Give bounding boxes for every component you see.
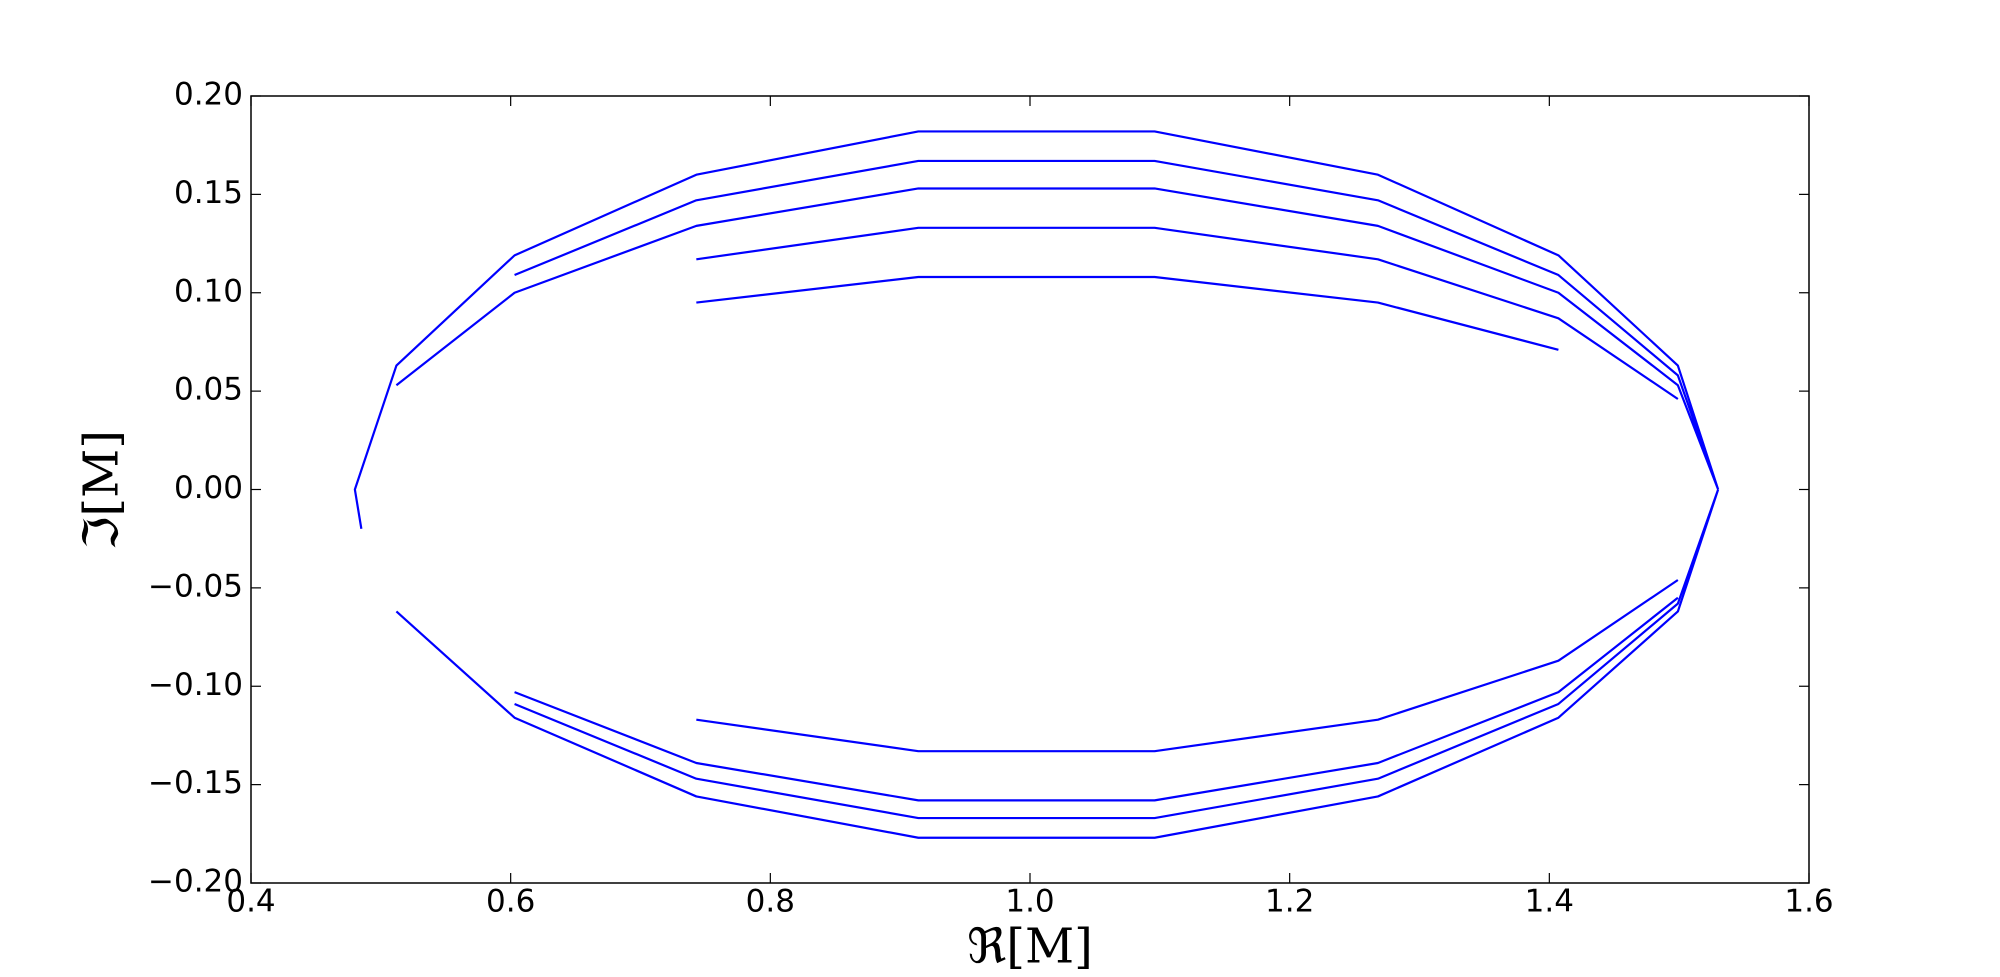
- y-tick-label: −0.10: [148, 667, 243, 703]
- x-axis-label: ℜ[M]: [967, 919, 1093, 975]
- x-tick-label: 0.4: [226, 884, 275, 920]
- y-tick-label: 0.05: [174, 372, 243, 408]
- x-tick-label: 1.0: [1005, 884, 1054, 920]
- y-tick-label: −0.15: [148, 765, 243, 801]
- y-tick-label: 0.20: [174, 77, 243, 113]
- x-tick-label: 0.8: [746, 884, 795, 920]
- plot-frame: [250, 95, 1810, 884]
- y-tick-label: 0.10: [174, 273, 243, 309]
- y-tick-label: −0.05: [148, 568, 243, 604]
- y-axis-label: ℑ[M]: [74, 430, 130, 550]
- y-tick-label: −0.20: [148, 864, 243, 900]
- x-tick-label: 0.6: [486, 884, 535, 920]
- y-tick-label: 0.15: [174, 175, 243, 211]
- x-tick-label: 1.4: [1525, 884, 1574, 920]
- x-tick-label: 1.2: [1265, 884, 1314, 920]
- x-tick-label: 1.6: [1784, 884, 1833, 920]
- y-tick-label: 0.00: [174, 470, 243, 506]
- data-line: [353, 130, 1720, 839]
